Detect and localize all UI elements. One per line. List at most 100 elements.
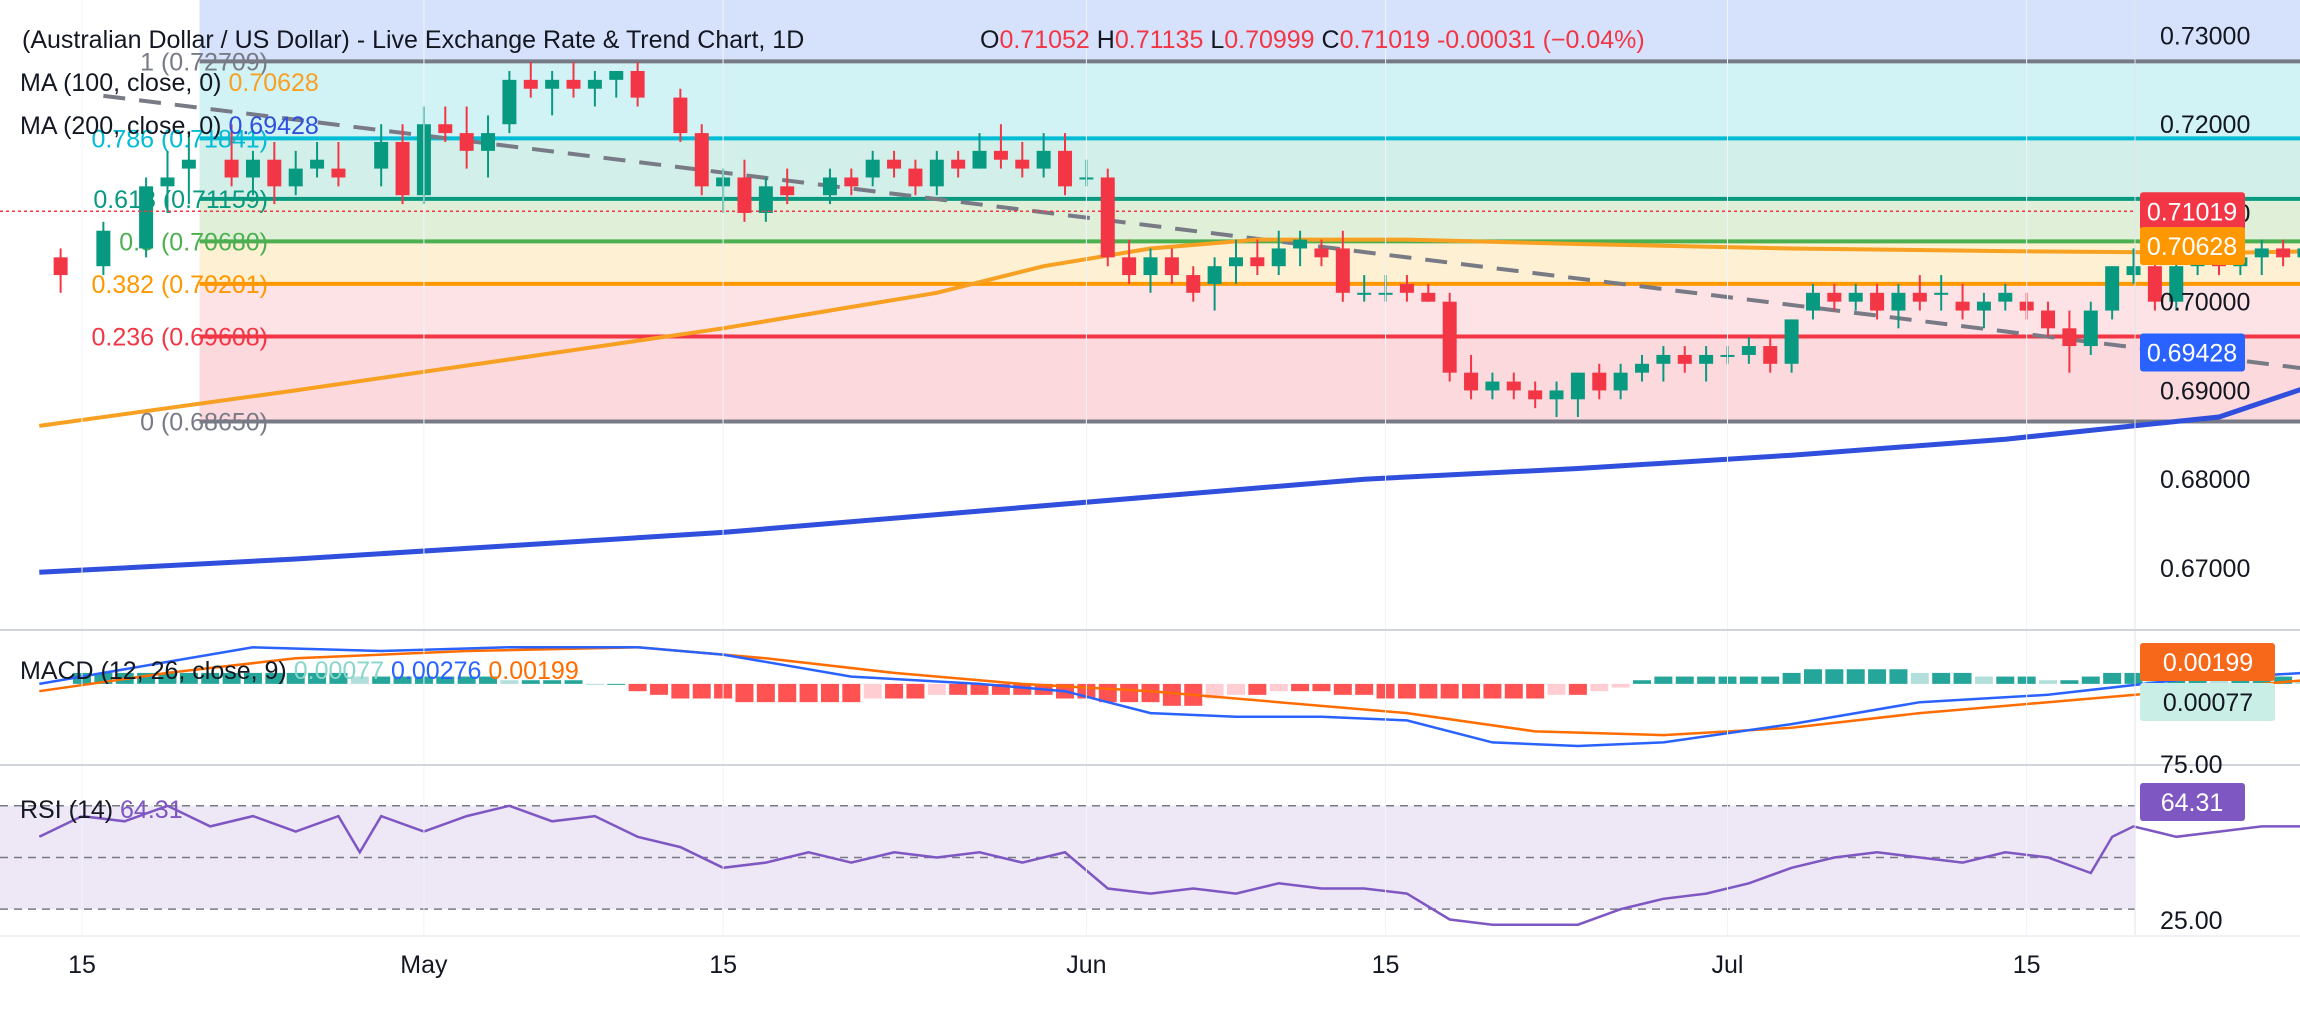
- candle-body: [459, 133, 474, 151]
- candle[interactable]: [1784, 319, 1799, 373]
- candle[interactable]: [1143, 248, 1158, 293]
- rsi-tick-label: 25.00: [2160, 907, 2223, 935]
- rsi-pane[interactable]: [0, 804, 2300, 926]
- candle[interactable]: [780, 168, 795, 205]
- candle[interactable]: [1934, 275, 1949, 311]
- candle[interactable]: [53, 248, 68, 293]
- candle[interactable]: [1335, 230, 1350, 302]
- candle[interactable]: [1464, 354, 1479, 400]
- candle[interactable]: [1848, 283, 1863, 311]
- rsi-line: [38, 804, 2300, 926]
- candle[interactable]: [288, 150, 303, 196]
- candle[interactable]: [2169, 257, 2184, 311]
- candle[interactable]: [1870, 283, 1885, 320]
- candle[interactable]: [181, 133, 196, 205]
- candle[interactable]: [1635, 354, 1650, 382]
- candle[interactable]: [1592, 363, 1607, 400]
- candle[interactable]: [1677, 346, 1692, 373]
- candle[interactable]: [523, 62, 538, 98]
- candle[interactable]: [1228, 239, 1243, 284]
- candle[interactable]: [694, 124, 709, 196]
- candle[interactable]: [1827, 283, 1842, 311]
- candle[interactable]: [2083, 301, 2098, 355]
- candle[interactable]: [310, 141, 325, 178]
- candle[interactable]: [1656, 346, 1671, 382]
- candle[interactable]: [1528, 381, 1543, 409]
- candle[interactable]: [929, 150, 944, 196]
- candle-body: [2041, 310, 2056, 329]
- candle[interactable]: [502, 70, 517, 134]
- macd-histogram-bar: [949, 683, 968, 695]
- candle[interactable]: [1293, 230, 1308, 267]
- candle-body: [1699, 354, 1714, 364]
- candle[interactable]: [566, 62, 581, 98]
- candle[interactable]: [224, 124, 239, 187]
- candle[interactable]: [993, 124, 1008, 169]
- price-pane[interactable]: 1 (0.72709) 0.786 (0.71841) 0.618 (0.71159…: [0, 0, 2300, 575]
- macd-pane[interactable]: [39, 646, 2300, 748]
- candle[interactable]: [2297, 222, 2300, 266]
- candle[interactable]: [1100, 168, 1115, 267]
- candle[interactable]: [139, 177, 154, 258]
- candle[interactable]: [887, 150, 902, 178]
- candle[interactable]: [609, 70, 624, 98]
- candle[interactable]: [822, 168, 837, 205]
- candle[interactable]: [865, 150, 880, 187]
- candle[interactable]: [1442, 292, 1457, 382]
- candle[interactable]: [1699, 346, 1714, 382]
- candle[interactable]: [1763, 337, 1778, 373]
- candle[interactable]: [951, 150, 966, 178]
- candle[interactable]: [2126, 248, 2141, 284]
- candle[interactable]: [1805, 283, 1820, 320]
- candle[interactable]: [673, 88, 688, 142]
- candle[interactable]: [267, 141, 282, 205]
- candle[interactable]: [972, 133, 987, 169]
- candle[interactable]: [1549, 381, 1564, 418]
- candle[interactable]: [1891, 283, 1906, 329]
- candle[interactable]: [1613, 363, 1628, 400]
- candle[interactable]: [1570, 372, 1585, 418]
- candle[interactable]: [1506, 372, 1521, 400]
- candle[interactable]: [1058, 133, 1073, 196]
- candle[interactable]: [2147, 257, 2162, 311]
- candle[interactable]: [1998, 283, 2013, 311]
- candle[interactable]: [1741, 337, 1756, 364]
- macd-histogram-bar: [1141, 683, 1160, 703]
- candle[interactable]: [758, 177, 773, 222]
- candle[interactable]: [1314, 239, 1329, 267]
- candle[interactable]: [1015, 141, 1030, 178]
- candle[interactable]: [630, 62, 645, 107]
- candle[interactable]: [1912, 275, 1927, 311]
- candle[interactable]: [331, 141, 346, 187]
- candle[interactable]: [1976, 292, 1991, 329]
- candle[interactable]: [2041, 301, 2056, 338]
- candle[interactable]: [1122, 239, 1137, 284]
- candle[interactable]: [2105, 266, 2120, 320]
- candle[interactable]: [2254, 239, 2269, 276]
- candle[interactable]: [1207, 257, 1222, 311]
- candle[interactable]: [459, 106, 474, 169]
- candle[interactable]: [1164, 248, 1179, 284]
- candle[interactable]: [1036, 133, 1051, 178]
- candle[interactable]: [908, 159, 923, 196]
- candle[interactable]: [844, 168, 859, 196]
- candle[interactable]: [1421, 283, 1436, 302]
- candle[interactable]: [438, 106, 453, 142]
- candle[interactable]: [2276, 239, 2291, 267]
- candle[interactable]: [481, 115, 496, 178]
- candle[interactable]: [160, 150, 175, 213]
- candle[interactable]: [1357, 275, 1372, 302]
- candle[interactable]: [1485, 372, 1500, 400]
- candle[interactable]: [2062, 310, 2077, 373]
- candle[interactable]: [374, 124, 389, 187]
- candle[interactable]: [587, 70, 602, 107]
- candle[interactable]: [1399, 275, 1414, 302]
- candle[interactable]: [1955, 283, 1970, 320]
- candle[interactable]: [545, 70, 560, 116]
- candle[interactable]: [1271, 230, 1286, 276]
- candle[interactable]: [395, 124, 410, 205]
- candle[interactable]: [245, 150, 260, 196]
- candle[interactable]: [96, 221, 111, 276]
- candle[interactable]: [1186, 266, 1201, 302]
- candle[interactable]: [1250, 239, 1265, 276]
